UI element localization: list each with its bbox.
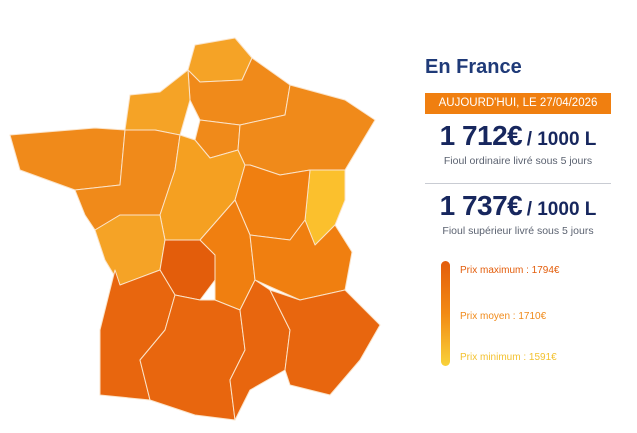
price-gauge	[441, 261, 450, 366]
price-row: 1 737€ / 1000 L	[418, 190, 618, 222]
unit: / 1000 L	[526, 129, 597, 150]
date-banner: AUJOURD'HUI, LE 27/04/2026	[425, 93, 611, 114]
region	[269, 289, 381, 396]
price-row: 1 712€ / 1000 L	[418, 120, 618, 152]
region	[229, 279, 291, 421]
price: 1 712€	[439, 120, 523, 151]
price-description: Fioul supérieur livré sous 5 jours	[442, 225, 594, 237]
panel-title: En France	[425, 56, 522, 78]
unit: / 1000 L	[526, 199, 597, 220]
region	[249, 219, 353, 301]
region	[187, 37, 253, 83]
region	[9, 127, 126, 191]
separator	[425, 183, 611, 184]
price-description: Fioul ordinaire livré sous 5 jours	[443, 155, 593, 167]
price: 1 737€	[439, 190, 523, 221]
region	[124, 69, 191, 136]
legend-max: Prix maximum : 1794€	[460, 265, 560, 276]
legend-min: Prix minimum : 1591€	[460, 352, 557, 363]
france-map	[9, 37, 381, 421]
legend-mean: Prix moyen : 1710€	[460, 311, 547, 322]
